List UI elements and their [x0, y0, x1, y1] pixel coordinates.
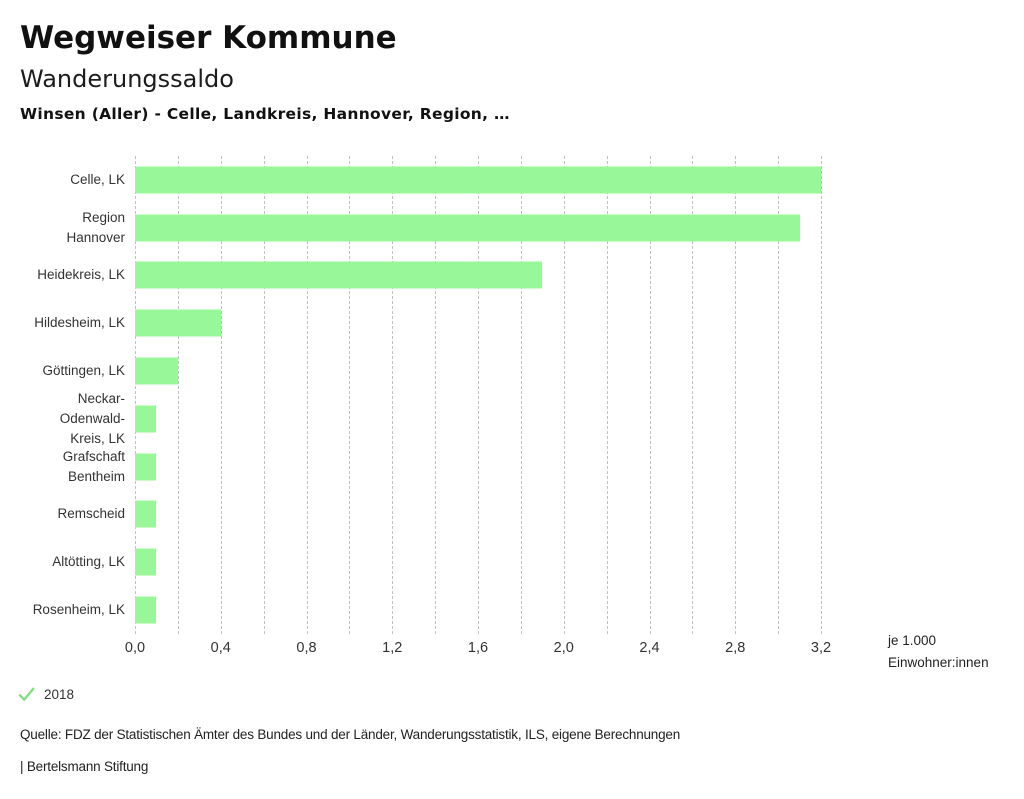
chart-title: Wanderungssaldo	[20, 65, 234, 93]
gridline	[821, 156, 822, 634]
x-tick-label: 2,4	[639, 640, 660, 656]
gridline	[478, 156, 479, 634]
y-axis-label: Celle, LK	[70, 171, 125, 187]
x-tick-label: 2,8	[725, 640, 746, 656]
x-axis: 0,0 0,4 0,8 1,2 1,6 2,0 2,4 2,8 3,2	[125, 640, 831, 658]
y-axis-label: Rosenheim, LK	[32, 602, 125, 618]
gridline	[778, 156, 780, 634]
x-tick-label: 3,2	[810, 640, 832, 656]
bar	[135, 596, 157, 624]
gridline	[692, 156, 694, 634]
gridline	[392, 156, 394, 634]
bar	[135, 357, 178, 385]
axis-unit-line2: Einwohner:innen	[888, 655, 989, 670]
bar	[135, 500, 157, 528]
y-axis-label: Neckar- Odenwald- Kreis, LK	[59, 390, 125, 446]
x-tick-label: 0,0	[124, 640, 146, 656]
bar-row	[135, 443, 821, 491]
y-axis-label: Region Hannover	[66, 209, 125, 245]
gridline	[220, 156, 222, 634]
y-axis-labels: Celle, LK Region Hannover Heidekreis, LK Hil…	[0, 156, 125, 634]
x-tick-label: 0,4	[210, 640, 231, 656]
bar-row	[135, 299, 821, 347]
chart-subtitle: Winsen (Aller) - Celle, Landkreis, Hanno…	[20, 105, 510, 123]
bar	[135, 214, 800, 242]
bar-row	[135, 395, 821, 443]
bar-row	[135, 491, 821, 539]
bar-row	[135, 252, 821, 300]
gridline	[563, 156, 565, 634]
bar	[135, 453, 157, 481]
y-axis-label: Remscheid	[57, 506, 125, 522]
gridline	[135, 156, 136, 634]
plot-area	[135, 156, 822, 634]
bar	[135, 548, 157, 576]
gridline	[263, 156, 265, 634]
y-axis-label: Grafschaft Bentheim	[62, 448, 125, 484]
bar-row	[135, 586, 821, 634]
bar	[135, 405, 157, 433]
legend-item-2018[interactable]: 2018	[18, 687, 74, 702]
x-tick-label: 0,8	[296, 640, 317, 656]
check-icon	[18, 687, 35, 702]
y-axis-label: Göttingen, LK	[42, 363, 125, 379]
gridline	[735, 156, 737, 634]
bar-row	[135, 538, 821, 586]
x-tick-label: 2,0	[553, 640, 574, 656]
legend-year-label: 2018	[44, 687, 75, 702]
bar-row	[135, 204, 821, 252]
gridline	[520, 156, 522, 634]
source-text: Quelle: FDZ der Statistischen Ämter des …	[20, 727, 681, 742]
gridline	[435, 156, 437, 634]
x-tick-label: 1,6	[467, 640, 489, 656]
x-tick-label: 1,2	[382, 640, 403, 656]
gridline	[349, 156, 351, 634]
axis-unit-line1: je 1.000	[888, 633, 937, 648]
gridline	[177, 156, 179, 634]
axis-unit-label: je 1.000 Einwohner:innen	[888, 630, 989, 674]
gridline	[606, 156, 608, 634]
bar-row	[135, 156, 821, 204]
y-axis-label: Altötting, LK	[52, 554, 125, 570]
gridline	[306, 156, 308, 634]
brand-text: | Bertelsmann Stiftung	[20, 759, 149, 774]
bar	[135, 166, 821, 194]
bar	[135, 309, 221, 337]
bar-row	[135, 347, 821, 395]
y-axis-label: Heidekreis, LK	[37, 267, 125, 283]
app-title: Wegweiser Kommune	[20, 20, 397, 56]
gridline	[649, 156, 651, 634]
bar	[135, 261, 543, 289]
y-axis-label: Hildesheim, LK	[34, 315, 125, 331]
